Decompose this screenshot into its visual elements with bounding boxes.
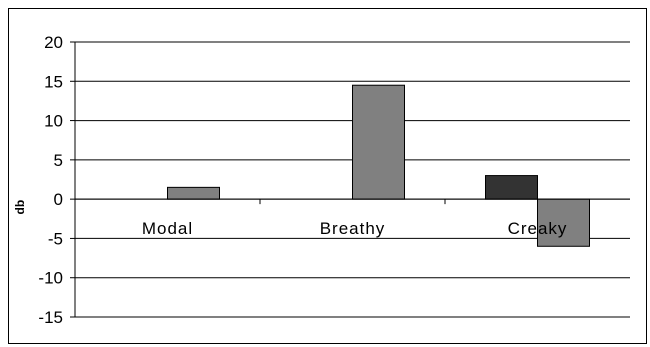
y-tick-label: 15 bbox=[44, 72, 63, 91]
category-label-creaky: Creaky bbox=[508, 219, 568, 238]
bar-creaky-series-1 bbox=[485, 175, 538, 200]
y-tick-label: 10 bbox=[44, 112, 63, 131]
y-tick-label: -5 bbox=[48, 229, 63, 248]
grid-lines bbox=[70, 41, 630, 318]
category-labels: Modal Breathy Creaky bbox=[142, 219, 568, 238]
category-label-modal: Modal bbox=[142, 219, 193, 238]
y-tick-label: 20 bbox=[44, 33, 63, 52]
axes bbox=[74, 42, 630, 317]
chart-frame bbox=[8, 8, 647, 344]
bar-modal-series-2 bbox=[167, 186, 220, 200]
y-tick-label: -15 bbox=[38, 308, 63, 327]
category-label-breathy: Breathy bbox=[320, 219, 386, 238]
y-tick-label: 0 bbox=[54, 190, 63, 209]
y-axis-title: db bbox=[13, 200, 27, 215]
y-tick-label: 5 bbox=[54, 151, 63, 170]
bar-breathy-series-2 bbox=[352, 84, 405, 200]
bars bbox=[167, 84, 590, 247]
y-tick-labels: 20 15 10 5 0 -5 -10 -15 bbox=[38, 33, 63, 327]
bar-creaky-series-2 bbox=[537, 198, 590, 247]
y-tick-label: -10 bbox=[38, 269, 63, 288]
